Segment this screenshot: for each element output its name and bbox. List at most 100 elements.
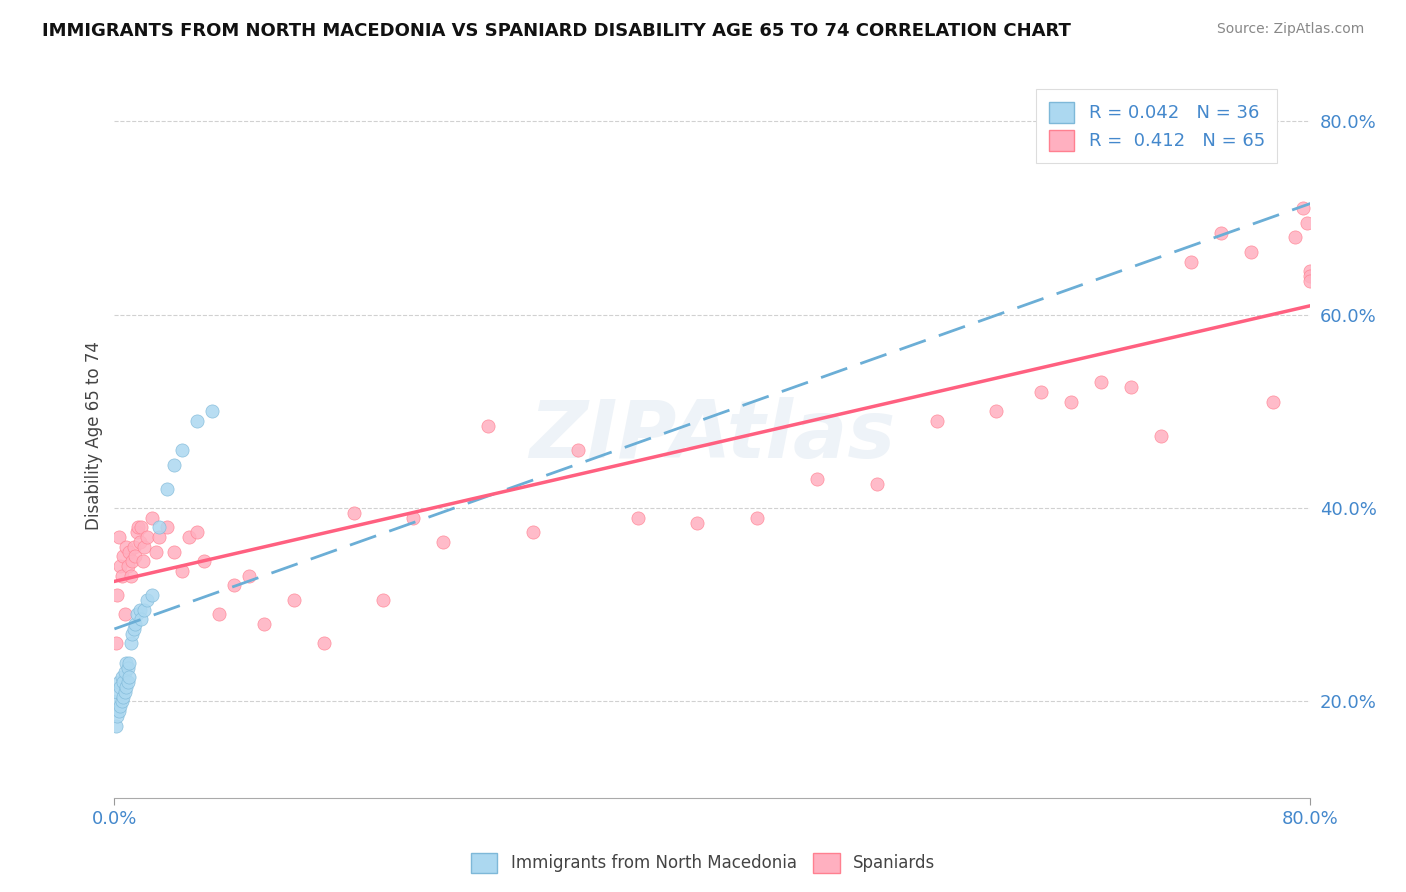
Point [134,602,156,616]
Point [131,520,153,534]
Point [522,525,544,540]
Point [108,704,131,718]
Point [402,510,425,524]
Point [1209,226,1232,240]
Point [1031,385,1053,400]
Point [111,670,134,684]
Point [1299,264,1322,278]
Point [1180,254,1202,268]
Point [111,568,134,582]
Point [312,636,335,650]
Point [128,602,150,616]
Point [120,636,142,650]
Point [1292,202,1315,216]
Point [1296,216,1319,230]
Point [110,559,132,574]
Point [114,685,136,699]
Point [208,607,231,622]
Point [156,482,179,496]
Point [193,554,215,568]
Point [122,622,145,636]
Point [186,414,208,428]
Point [124,549,146,564]
Point [128,535,150,549]
Point [141,588,163,602]
Y-axis label: Disability Age 65 to 74: Disability Age 65 to 74 [86,341,103,530]
Point [124,617,146,632]
Point [132,554,155,568]
Text: ZIPAtlas: ZIPAtlas [529,397,896,475]
Point [200,404,222,418]
Point [110,699,132,714]
Text: Source: ZipAtlas.com: Source: ZipAtlas.com [1216,22,1364,37]
Point [108,675,131,690]
Point [148,520,170,534]
Legend: R = 0.042   N = 36, R =  0.412   N = 65: R = 0.042 N = 36, R = 0.412 N = 65 [1036,89,1278,163]
Legend: Immigrants from North Macedonia, Spaniards: Immigrants from North Macedonia, Spaniar… [464,847,942,880]
Point [112,549,135,564]
Point [222,578,245,592]
Point [747,510,769,524]
Point [145,544,167,558]
Point [432,535,454,549]
Point [127,520,149,534]
Point [253,617,276,632]
Point [1261,394,1284,409]
Point [866,476,889,491]
Point [117,559,139,574]
Point [104,694,127,708]
Point [141,510,163,524]
Point [163,544,186,558]
Point [104,718,127,732]
Point [1060,394,1083,409]
Point [1299,268,1322,283]
Point [115,656,138,670]
Point [283,593,305,607]
Point [170,443,193,458]
Point [114,665,136,680]
Point [1150,428,1173,442]
Point [112,690,135,704]
Point [104,636,127,650]
Point [186,525,208,540]
Point [1119,380,1142,394]
Point [110,680,132,694]
Point [627,510,650,524]
Point [115,680,138,694]
Point [163,458,186,472]
Point [238,568,260,582]
Point [118,656,141,670]
Point [373,593,395,607]
Point [134,540,156,554]
Point [156,520,179,534]
Point [105,685,128,699]
Point [1090,376,1112,390]
Point [121,554,143,568]
Point [686,516,709,530]
Point [125,525,148,540]
Point [117,660,139,674]
Point [1239,244,1261,259]
Point [118,544,141,558]
Point [118,670,141,684]
Point [136,530,159,544]
Point [114,607,136,622]
Point [477,418,499,433]
Point [925,414,948,428]
Point [108,530,131,544]
Point [122,540,145,554]
Point [806,472,828,486]
Point [121,627,143,641]
Point [179,530,201,544]
Point [115,540,138,554]
Point [170,564,193,578]
Point [125,607,148,622]
Point [112,675,135,690]
Point [136,593,159,607]
Point [986,404,1008,418]
Point [1284,230,1306,244]
Text: IMMIGRANTS FROM NORTH MACEDONIA VS SPANIARD DISABILITY AGE 65 TO 74 CORRELATION : IMMIGRANTS FROM NORTH MACEDONIA VS SPANI… [42,22,1071,40]
Point [111,694,134,708]
Point [131,612,153,626]
Point [342,506,364,520]
